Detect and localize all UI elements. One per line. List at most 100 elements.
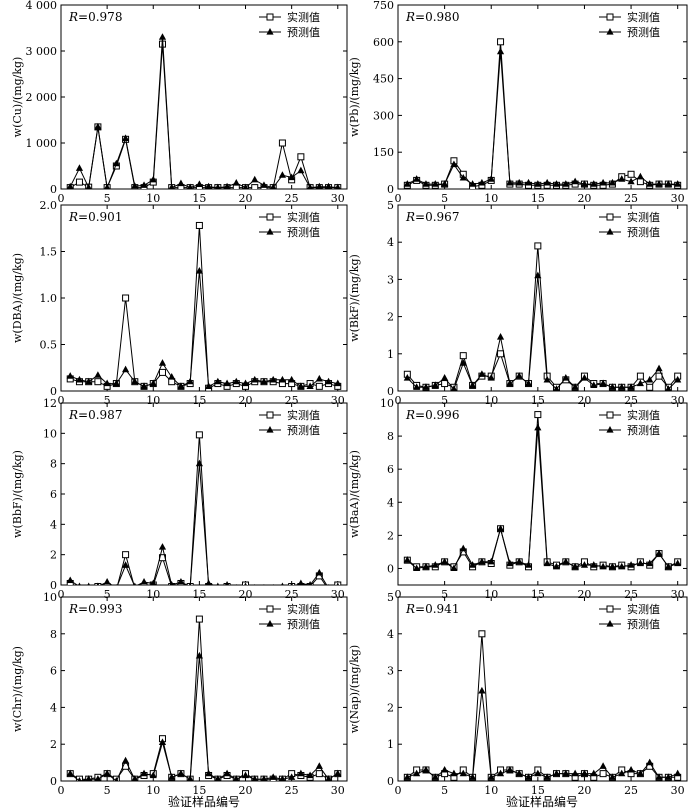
predicted-point	[468, 773, 477, 780]
plot-area	[403, 242, 682, 391]
r-value: =0.980	[415, 10, 459, 24]
predicted-point	[87, 582, 91, 585]
predicted-point	[562, 769, 570, 777]
predicted-point	[158, 738, 167, 745]
predicted-point	[636, 379, 644, 387]
predicted-point	[272, 584, 274, 585]
plot-frame	[397, 596, 688, 782]
measured-point	[441, 380, 449, 388]
predicted-point	[315, 568, 323, 576]
predicted-point	[599, 379, 607, 387]
predicted-point	[103, 379, 111, 387]
predicted-point	[278, 171, 287, 178]
predicted-point	[75, 375, 84, 383]
predicted-point	[441, 180, 449, 187]
y-tick-label: 2	[50, 549, 57, 562]
predicted-point	[140, 382, 148, 389]
measured-point	[122, 294, 130, 302]
predicted-point	[223, 769, 231, 777]
r-value: =0.996	[415, 408, 459, 422]
y-tick-label: 2	[387, 701, 394, 714]
predicted-point	[468, 561, 477, 568]
predicted-point	[478, 370, 486, 377]
predicted-point	[562, 180, 570, 187]
legend-measured-label: 实测值	[287, 408, 320, 422]
y-axis-label: w(Nap)/(mg/kg)	[348, 645, 361, 733]
predicted-point	[422, 180, 430, 187]
measured-point	[636, 178, 644, 186]
predicted-point	[608, 562, 617, 570]
r-symbol: R	[68, 10, 78, 24]
predicted-point	[655, 364, 663, 372]
predicted-point	[478, 178, 486, 186]
r-annotation: R=0.993	[68, 602, 122, 616]
predicted-point	[562, 557, 570, 565]
predicted-point	[636, 172, 644, 180]
plot-area	[66, 615, 342, 781]
legend-predicted-marker	[266, 426, 274, 433]
x-tick-label: 30	[671, 588, 685, 601]
legend-measured-label: 实测值	[627, 408, 660, 422]
predicted-point	[496, 47, 505, 55]
plot-area	[403, 630, 682, 781]
predicted-point	[325, 775, 332, 781]
x-tick-label: 30	[671, 784, 685, 797]
predicted-point	[140, 577, 148, 585]
predicted-point	[269, 773, 277, 780]
predicted-point	[75, 164, 84, 171]
legend-measured-label: 实测值	[627, 602, 660, 616]
y-tick-label: 1.5	[40, 246, 58, 259]
predicted-point	[297, 579, 304, 585]
measured-point	[478, 630, 486, 638]
predicted-point	[478, 686, 486, 694]
predicted-point	[441, 373, 449, 381]
legend-measured-label: 实测值	[287, 10, 320, 24]
predicted-point	[487, 175, 495, 182]
predicted-point	[450, 769, 458, 777]
legend-predicted-label: 预测值	[627, 424, 660, 437]
predicted-point	[441, 557, 449, 565]
y-tick-label: 3 000	[26, 45, 58, 58]
predicted-point	[627, 765, 635, 773]
predicted-point	[112, 159, 120, 167]
predicted-point	[121, 561, 130, 568]
predicted-point	[260, 181, 268, 188]
y-axis-label: w(Pb)/(mg/kg)	[348, 57, 361, 137]
r-value: =0.987	[78, 408, 122, 422]
predicted-point	[195, 267, 203, 274]
predicted-point	[177, 577, 185, 585]
x-tick-label: 5	[104, 192, 111, 205]
predicted-point	[450, 160, 458, 168]
x-tick-label: 20	[239, 394, 253, 407]
measured-point	[131, 584, 139, 585]
predicted-point	[85, 775, 92, 781]
measured-point	[599, 770, 607, 778]
predicted-point	[580, 561, 589, 568]
predicted-point	[140, 181, 148, 188]
x-tick-label: 10	[484, 588, 498, 601]
predicted-point	[599, 762, 607, 769]
predicted-point	[188, 582, 192, 585]
x-tick-label: 20	[239, 588, 253, 601]
predicted-point	[214, 775, 222, 781]
y-tick-label: 2.0	[40, 199, 58, 212]
predicted-point	[608, 178, 617, 186]
predicted-point	[636, 769, 644, 777]
predicted-point	[627, 177, 635, 185]
x-tick-label: 5	[441, 394, 448, 407]
r-symbol: R	[405, 210, 415, 224]
measured-line	[407, 41, 678, 188]
r-value: =0.901	[78, 210, 122, 224]
r-symbol: R	[405, 408, 415, 422]
predicted-point	[506, 379, 514, 387]
x-tick-label: 10	[484, 394, 498, 407]
plot-frame	[397, 204, 688, 392]
predicted-point	[131, 377, 139, 385]
predicted-point	[422, 765, 430, 773]
predicted-point	[297, 382, 305, 389]
legend-measured-label: 实测值	[287, 602, 320, 616]
predicted-point	[232, 179, 240, 186]
legend-predicted-label: 预测值	[627, 226, 660, 239]
predicted-point	[244, 582, 247, 585]
